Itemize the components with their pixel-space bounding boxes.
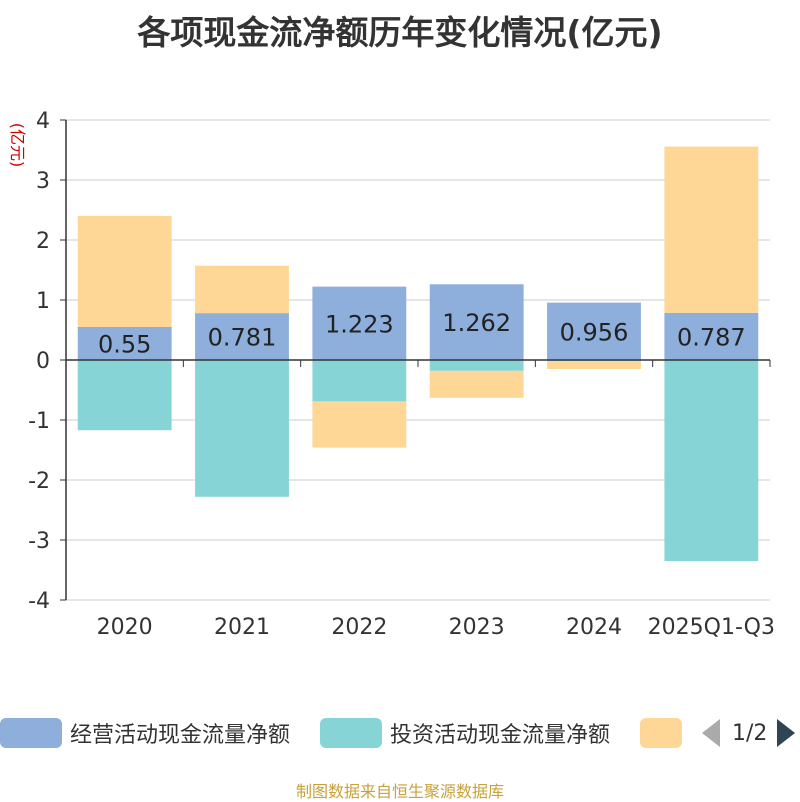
chart-plot: -4 -3 -2 -1 0 1 2 3 4 (亿元) 0.55 0.781 1.223 1.262 0.95… <box>8 109 775 640</box>
y-axis-label: (亿元) <box>8 123 27 168</box>
pager-next-icon[interactable] <box>777 719 796 747</box>
pager-text: 1/2 <box>732 720 768 746</box>
legend: 经营活动现金流量净额 投资活动现金流量净额 1/2 <box>0 716 800 756</box>
data-label: 1.223 <box>325 310 394 338</box>
bar-series1-2020[interactable] <box>77 360 172 431</box>
legend-swatch-operating <box>0 718 62 748</box>
data-source: 制图数据来自恒生聚源数据库 <box>295 782 504 801</box>
chart-title: 各项现金流净额历年变化情况(亿元) <box>137 13 663 52</box>
legend-item-operating[interactable]: 经营活动现金流量净额 <box>0 716 290 750</box>
data-label: 0.781 <box>208 324 277 352</box>
legend-pager: 1/2 <box>700 716 800 750</box>
bar-series1-2022[interactable] <box>312 360 407 402</box>
data-label: 1.262 <box>442 309 511 337</box>
bar-series2-2025Q1-Q3[interactable] <box>664 146 759 313</box>
y-tick-label: 2 <box>36 229 50 254</box>
x-tick-label: 2022 <box>331 615 387 640</box>
y-tick-label: 3 <box>36 169 50 194</box>
x-tick-label: 2024 <box>566 615 622 640</box>
bar-series0-2021[interactable] <box>195 313 289 360</box>
bar-series2-2023[interactable] <box>429 370 524 398</box>
bar-series0-2022[interactable] <box>312 286 407 360</box>
bar-series0-2024[interactable] <box>547 302 641 360</box>
y-tick-label: -4 <box>28 589 50 614</box>
y-tick-label: 1 <box>36 289 50 314</box>
bar-series1-2025Q1-Q3[interactable] <box>664 360 759 561</box>
data-label: 0.55 <box>98 331 151 359</box>
y-tick-label: -2 <box>28 469 50 494</box>
bar-series1-2023[interactable] <box>429 360 524 371</box>
bar-series0-2023[interactable] <box>429 284 524 360</box>
x-tick-label: 2025Q1-Q3 <box>648 615 775 640</box>
x-tick-label: 2023 <box>449 615 505 640</box>
bar-series0-2025Q1-Q3[interactable] <box>664 312 759 360</box>
x-tick-label: 2021 <box>214 615 270 640</box>
bar-series2-2021[interactable] <box>195 265 289 314</box>
y-tick-label: 4 <box>36 109 50 134</box>
legend-item-financing[interactable] <box>640 716 682 750</box>
y-tick-label: -1 <box>28 409 50 434</box>
bar-series1-2021[interactable] <box>195 360 289 497</box>
legend-label-operating: 经营活动现金流量净额 <box>70 723 291 748</box>
y-tick-label: 0 <box>36 349 50 374</box>
bar-series2-2022[interactable] <box>312 401 407 448</box>
legend-swatch-investing <box>320 718 382 748</box>
data-label: 0.956 <box>560 318 629 346</box>
legend-item-investing[interactable]: 投资活动现金流量净额 <box>320 716 610 750</box>
bar-series2-2020[interactable] <box>77 216 172 327</box>
legend-swatch-financing <box>640 718 682 748</box>
y-tick-label: -3 <box>28 529 50 554</box>
data-label: 0.787 <box>677 323 746 351</box>
bar-series0-2020[interactable] <box>77 327 172 360</box>
pager-prev-icon[interactable] <box>702 719 720 747</box>
x-tick-label: 2020 <box>97 615 153 640</box>
bar-series2-2024[interactable] <box>547 361 641 369</box>
legend-label-investing: 投资活动现金流量净额 <box>390 723 611 748</box>
